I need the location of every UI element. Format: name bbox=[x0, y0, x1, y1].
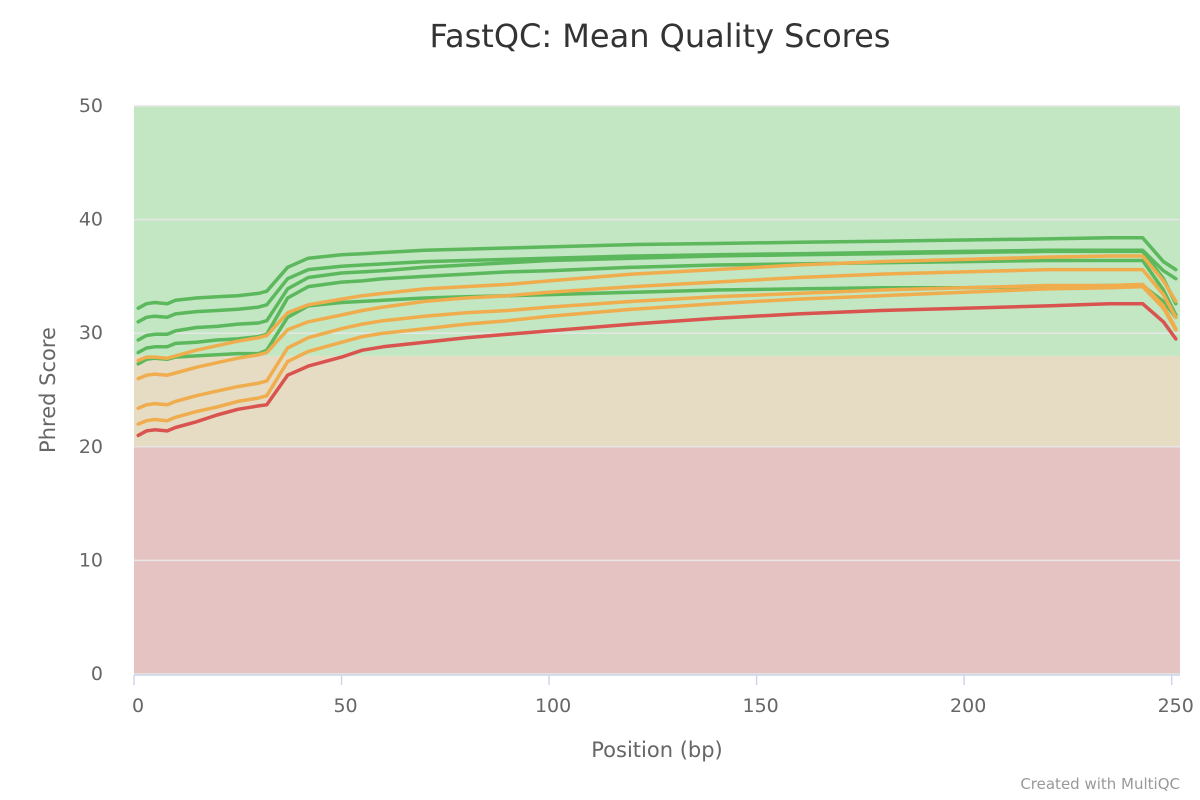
x-axis-ticks: 0 50 100 150 200 250 bbox=[132, 675, 1194, 717]
quality-band-1 bbox=[134, 355, 1180, 447]
quality-bands bbox=[134, 106, 1180, 674]
series-line-9 bbox=[136, 301, 1178, 438]
x-tick-label-50: 50 bbox=[333, 695, 357, 717]
y-tick-label-40: 40 bbox=[79, 209, 103, 231]
x-tick-label-200: 200 bbox=[950, 695, 986, 717]
series-line-6 bbox=[136, 267, 1178, 381]
chart-title: FastQC: Mean Quality Scores bbox=[430, 17, 891, 55]
x-tick-label-100: 100 bbox=[535, 695, 571, 717]
x-axis-label: Position (bp) bbox=[591, 738, 723, 762]
y-tick-label-0: 0 bbox=[91, 663, 103, 685]
series-lines bbox=[136, 236, 1178, 438]
series-line-8 bbox=[136, 284, 1178, 426]
series-line-7 bbox=[136, 282, 1178, 410]
series-line-5 bbox=[136, 254, 1178, 363]
y-tick-label-20: 20 bbox=[79, 436, 103, 458]
y-axis-label: Phred Score bbox=[36, 327, 60, 453]
y-tick-label-30: 30 bbox=[79, 322, 103, 344]
gridlines bbox=[134, 105, 1180, 675]
x-tick-label-250: 250 bbox=[1158, 695, 1194, 717]
series-line-2 bbox=[136, 249, 1178, 342]
credits-link[interactable]: Created with MultiQC bbox=[1020, 775, 1180, 793]
y-tick-label-50: 50 bbox=[79, 95, 103, 117]
y-axis-ticks: 0 10 20 30 40 50 bbox=[79, 95, 103, 685]
y-tick-label-10: 10 bbox=[79, 549, 103, 571]
series-line-0 bbox=[136, 236, 1178, 310]
quality-band-0 bbox=[134, 106, 1180, 356]
x-tick-label-150: 150 bbox=[742, 695, 778, 717]
x-tick-label-0: 0 bbox=[132, 695, 144, 717]
series-line-3 bbox=[136, 258, 1178, 355]
